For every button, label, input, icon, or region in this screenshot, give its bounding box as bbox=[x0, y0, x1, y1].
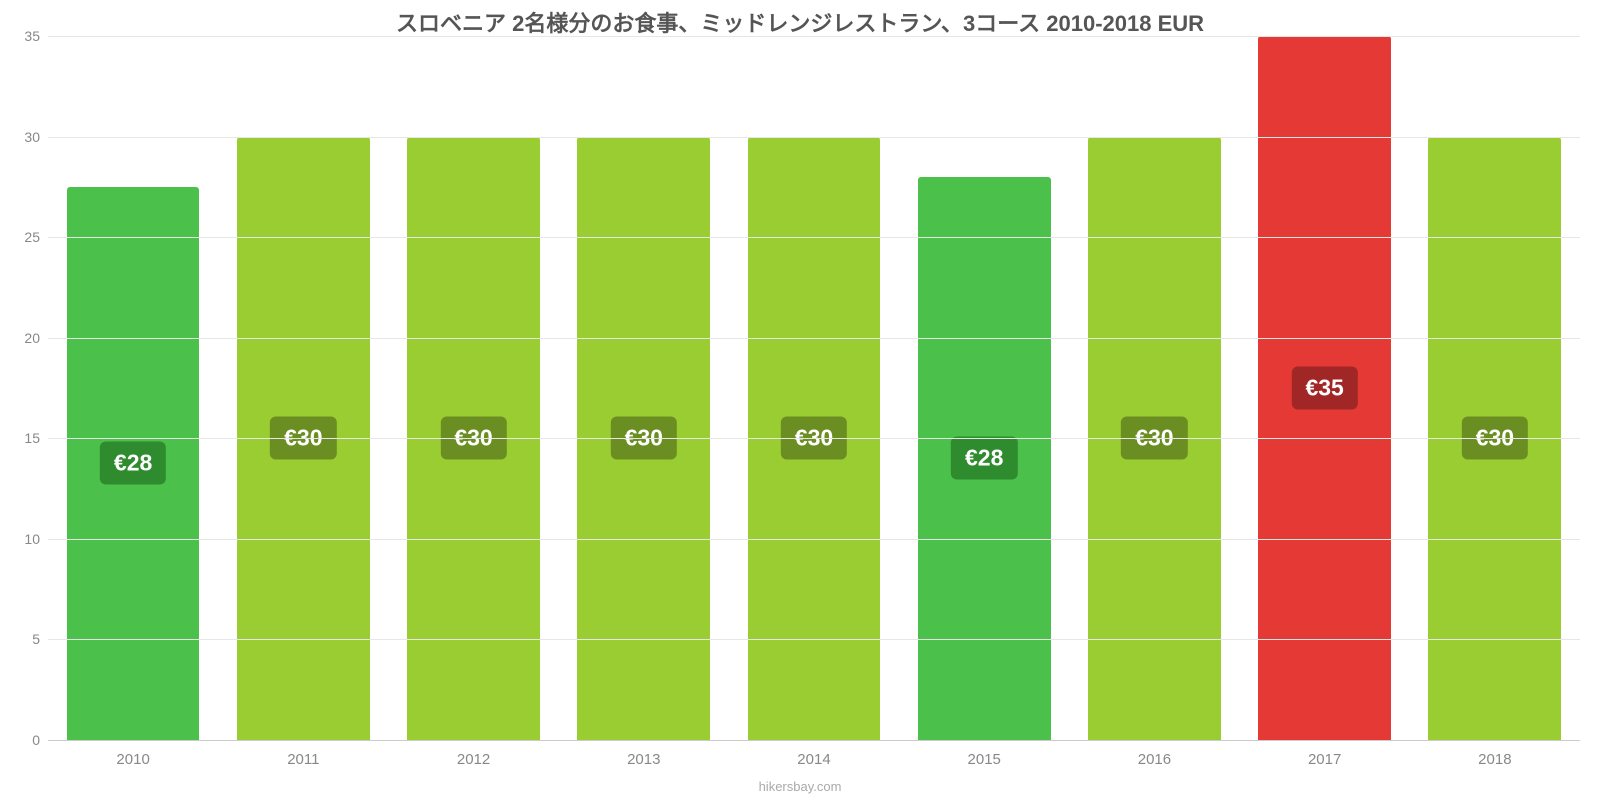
chart-container: スロベニア 2名様分のお食事、ミッドレンジレストラン、3コース 2010-201… bbox=[0, 0, 1600, 800]
bar-slot: €302011 bbox=[218, 36, 388, 740]
bar-slot: €302013 bbox=[559, 36, 729, 740]
gridline bbox=[48, 237, 1580, 238]
bar-slot: €282010 bbox=[48, 36, 218, 740]
bar: €35 bbox=[1258, 36, 1391, 740]
y-tick-label: 35 bbox=[8, 28, 40, 44]
bar-slot: €302012 bbox=[388, 36, 558, 740]
value-badge: €35 bbox=[1291, 367, 1357, 410]
y-tick-label: 5 bbox=[8, 631, 40, 647]
y-tick-label: 30 bbox=[8, 129, 40, 145]
bar-slot: €302016 bbox=[1069, 36, 1239, 740]
x-tick-label: 2010 bbox=[116, 751, 149, 768]
bars-container: €282010€302011€302012€302013€302014€2820… bbox=[48, 36, 1580, 740]
gridline bbox=[48, 639, 1580, 640]
bar: €28 bbox=[67, 187, 200, 740]
value-badge: €28 bbox=[951, 437, 1017, 480]
y-tick-label: 20 bbox=[8, 330, 40, 346]
x-tick-label: 2018 bbox=[1478, 751, 1511, 768]
x-tick-label: 2013 bbox=[627, 751, 660, 768]
attribution-text: hikersbay.com bbox=[759, 779, 842, 794]
bar-slot: €282015 bbox=[899, 36, 1069, 740]
gridline bbox=[48, 36, 1580, 37]
chart-title: スロベニア 2名様分のお食事、ミッドレンジレストラン、3コース 2010-201… bbox=[0, 0, 1600, 38]
baseline bbox=[48, 740, 1580, 741]
gridline bbox=[48, 137, 1580, 138]
y-tick-label: 10 bbox=[8, 531, 40, 547]
bar-slot: €302014 bbox=[729, 36, 899, 740]
y-tick-label: 0 bbox=[8, 732, 40, 748]
x-tick-label: 2011 bbox=[287, 751, 319, 768]
x-tick-label: 2017 bbox=[1308, 751, 1341, 768]
y-tick-label: 15 bbox=[8, 430, 40, 446]
bar-slot: €352017 bbox=[1240, 36, 1410, 740]
bar: €28 bbox=[918, 177, 1051, 740]
gridline bbox=[48, 438, 1580, 439]
bar-slot: €302018 bbox=[1410, 36, 1580, 740]
x-tick-label: 2012 bbox=[457, 751, 490, 768]
gridline bbox=[48, 338, 1580, 339]
x-tick-label: 2014 bbox=[797, 751, 830, 768]
y-tick-label: 25 bbox=[8, 229, 40, 245]
value-badge: €28 bbox=[100, 442, 166, 485]
plot-area: €282010€302011€302012€302013€302014€2820… bbox=[48, 36, 1580, 740]
x-tick-label: 2015 bbox=[968, 751, 1001, 768]
x-tick-label: 2016 bbox=[1138, 751, 1171, 768]
gridline bbox=[48, 539, 1580, 540]
